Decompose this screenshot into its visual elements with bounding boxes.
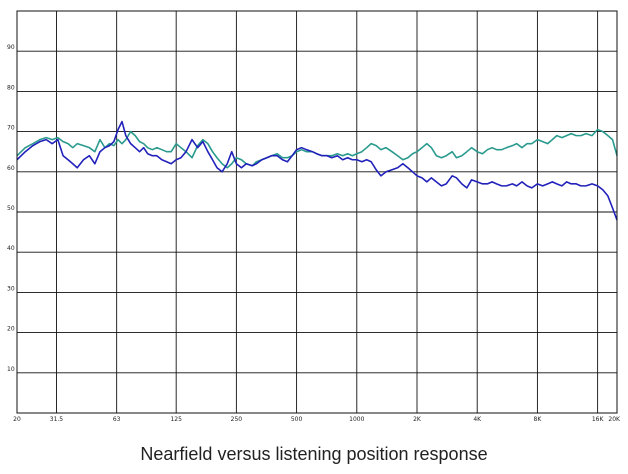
x-tick-label: 1000 bbox=[349, 416, 364, 423]
y-tick-label: 10 bbox=[7, 366, 15, 373]
x-tick-label: 500 bbox=[291, 416, 303, 423]
x-tick-label: 8K bbox=[534, 416, 543, 423]
y-tick-label: 60 bbox=[7, 165, 15, 172]
x-tick-label: 63 bbox=[113, 416, 121, 423]
plot-frame bbox=[16, 10, 618, 414]
series-line-2 bbox=[16, 120, 618, 221]
x-tick-labels: 20 31.5 63 125 250 500 1000 2K 4K 8K 16K 20K bbox=[13, 416, 621, 423]
x-tick-label: 250 bbox=[231, 416, 243, 423]
y-tick-label: 40 bbox=[7, 245, 15, 252]
x-tick-label: 20K bbox=[608, 416, 621, 423]
y-tick-label: 80 bbox=[7, 84, 15, 91]
y-tick-label: 90 bbox=[7, 44, 15, 51]
x-tick-label: 20 bbox=[13, 416, 21, 423]
y-tick-label: 50 bbox=[7, 205, 15, 212]
x-tick-label: 2K bbox=[413, 416, 422, 423]
x-tick-label: 4K bbox=[473, 416, 482, 423]
x-tick-label: 31.5 bbox=[50, 416, 64, 423]
y-tick-label: 30 bbox=[7, 285, 15, 292]
y-tick-labels: 10 20 30 40 50 60 70 80 90 bbox=[7, 44, 15, 373]
y-tick-label: 70 bbox=[7, 125, 15, 132]
chart-series-group bbox=[16, 120, 618, 221]
chart-title: Nearfield versus listening position resp… bbox=[140, 444, 488, 464]
y-tick-label: 20 bbox=[7, 326, 15, 333]
x-tick-label: 16K bbox=[592, 416, 605, 423]
x-tick-label: 125 bbox=[170, 416, 182, 423]
